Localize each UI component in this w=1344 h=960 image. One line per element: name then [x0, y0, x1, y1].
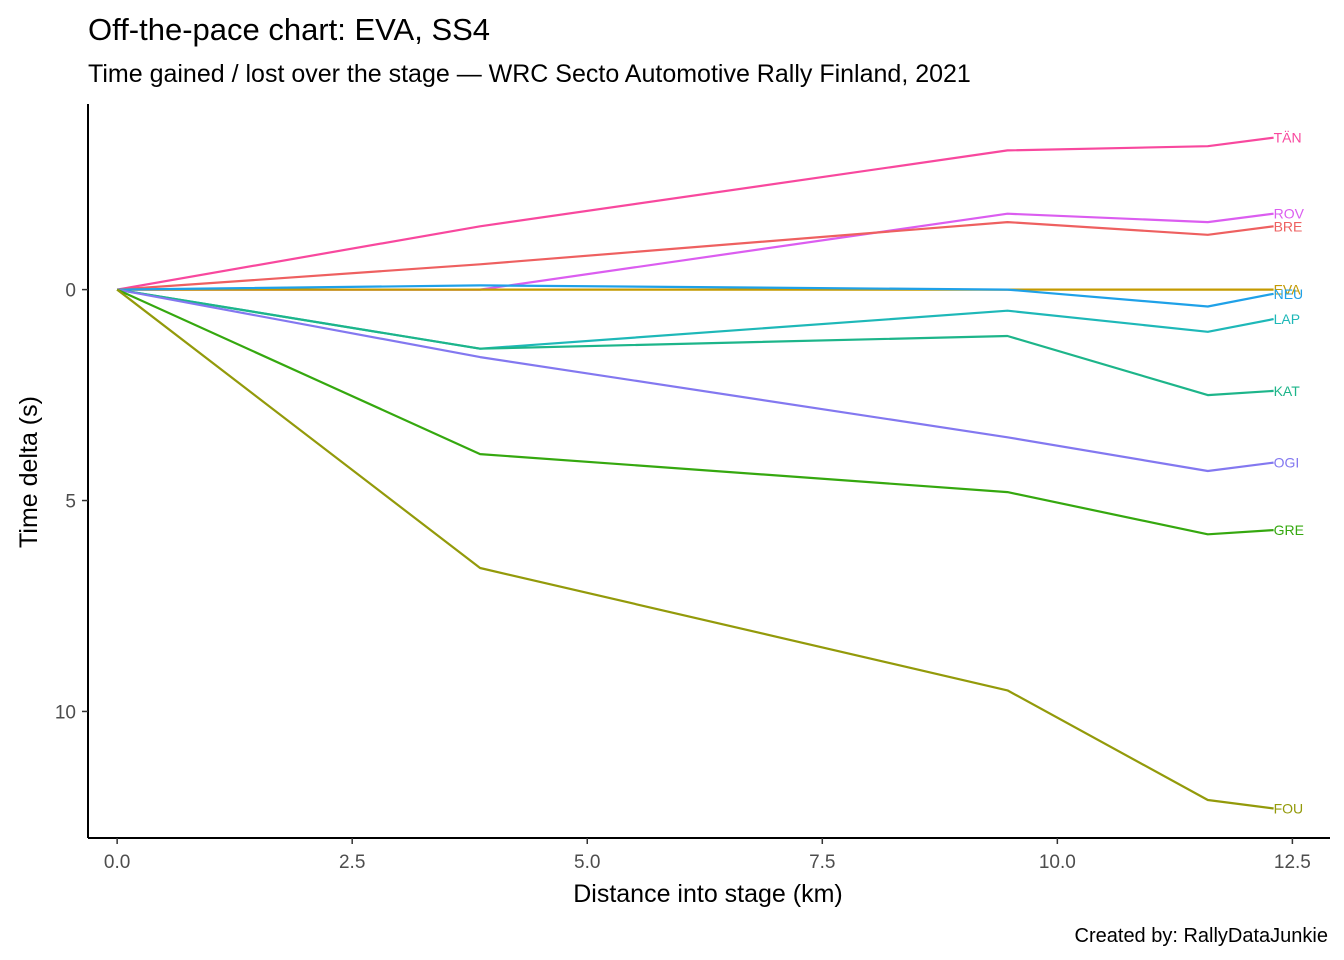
y-axis-ticks: 0 5 10 — [55, 281, 88, 723]
series-end-label: EVA — [1274, 282, 1302, 298]
series-end-label: BRE — [1274, 218, 1303, 234]
series-line-tän — [116, 136, 1274, 291]
chart-subtitle: Time gained / lost over the stage — WRC … — [88, 60, 971, 88]
x-axis-ticks: 0.0 2.5 5.0 7.5 10.0 12.5 — [104, 838, 1311, 873]
series-end-label: LAP — [1274, 311, 1300, 327]
y-tick-label: 5 — [65, 492, 76, 513]
series-line-bre — [117, 221, 1274, 291]
x-axis-title: Distance into stage (km) — [573, 880, 843, 908]
series-end-label: NEU — [1274, 286, 1304, 302]
x-tick-label: 10.0 — [1039, 852, 1076, 873]
x-tick-label: 0.0 — [104, 852, 130, 873]
y-tick-label: 10 — [55, 702, 76, 723]
series-end-label: TÄN — [1274, 130, 1302, 146]
chart-title: Off-the-pace chart: EVA, SS4 — [88, 12, 490, 47]
series-line-ogi — [116, 288, 1274, 473]
series-end-label: GRE — [1274, 522, 1304, 538]
y-axis-title: Time delta (s) — [15, 396, 43, 548]
series-lines — [116, 136, 1274, 810]
series-line-fou — [116, 288, 1274, 810]
x-tick-label: 5.0 — [574, 852, 600, 873]
x-tick-label: 2.5 — [339, 852, 365, 873]
x-tick-label: 7.5 — [809, 852, 835, 873]
series-end-label: OGI — [1274, 455, 1300, 471]
series-end-label: KAT — [1274, 383, 1301, 399]
series-end-label: ROV — [1274, 206, 1305, 222]
series-line-neu — [117, 284, 1274, 308]
x-tick-label: 12.5 — [1274, 852, 1311, 873]
series-line-gre — [116, 288, 1274, 536]
chart-caption: Created by: RallyDataJunkie — [1075, 925, 1328, 947]
y-tick-label: 0 — [65, 281, 76, 302]
series-line-kat — [116, 288, 1274, 397]
series-end-label: FOU — [1274, 800, 1304, 816]
